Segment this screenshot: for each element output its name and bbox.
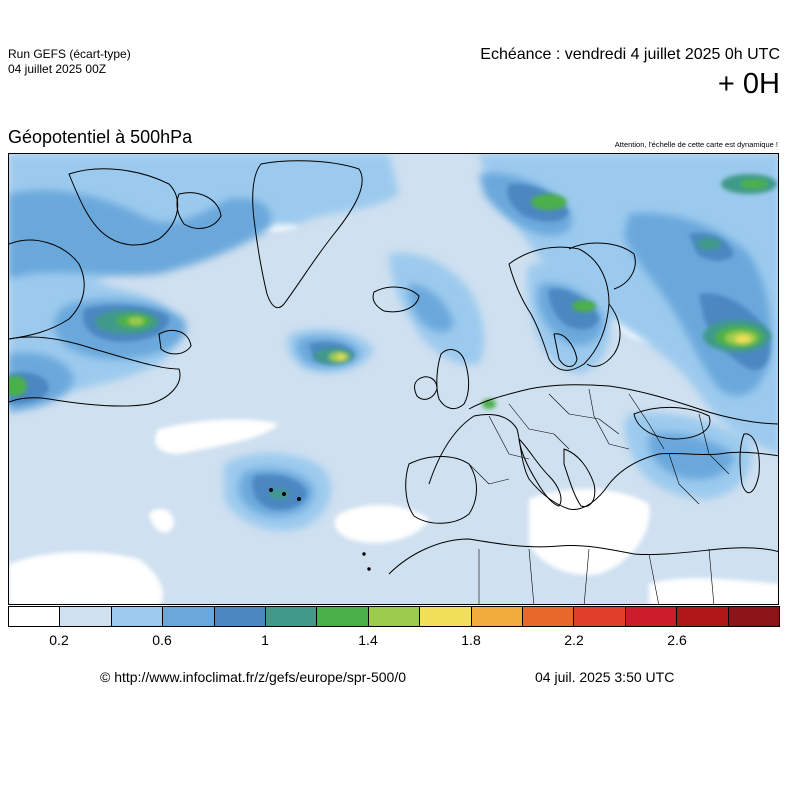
generation-timestamp: 04 juil. 2025 3:50 UTC — [535, 669, 675, 685]
color-scale-swatch — [523, 607, 575, 626]
run-title: Run GEFS (écart-type) — [8, 47, 131, 61]
color-scale-swatch — [471, 607, 524, 626]
map-title: Géopotentiel à 500hPa — [8, 127, 193, 147]
scale-tick-label: 1 — [261, 632, 269, 648]
source-link[interactable]: © http://www.infoclimat.fr/z/gefs/europe… — [100, 669, 407, 685]
map-frame — [8, 153, 779, 605]
color-scale-swatch — [574, 607, 626, 626]
color-scale-swatch — [60, 607, 112, 626]
color-scale-swatch — [266, 607, 318, 626]
color-scale-swatch — [677, 607, 729, 626]
color-scale-swatch — [111, 607, 164, 626]
color-scale-swatch — [317, 607, 369, 626]
dynamic-scale-note: Attention, l'échelle de cette carte est … — [614, 140, 778, 149]
run-date: 04 juillet 2025 00Z — [8, 62, 107, 76]
forecast-validity: Echéance : vendredi 4 juillet 2025 0h UT… — [480, 46, 780, 63]
color-scale-swatch — [9, 607, 61, 626]
scale-tick-label: 1.4 — [358, 632, 378, 648]
spread-map — [9, 154, 778, 604]
coastlines — [9, 160, 778, 604]
color-scale-bar — [8, 606, 780, 627]
scale-tick-label: 0.6 — [152, 632, 172, 648]
forecast-offset: + 0H — [717, 68, 780, 100]
color-scale-swatch — [163, 607, 215, 626]
scale-tick-label: 2.6 — [667, 632, 687, 648]
color-scale-swatch — [214, 607, 267, 626]
color-scale-swatch — [728, 607, 780, 626]
scale-tick-label: 0.2 — [49, 632, 69, 648]
color-scale-swatch — [420, 607, 472, 626]
scale-tick-label: 1.8 — [461, 632, 481, 648]
scale-tick-label: 2.2 — [564, 632, 584, 648]
color-scale-swatch — [368, 607, 421, 626]
color-scale-swatch — [625, 607, 678, 626]
spread-high-cores — [9, 174, 777, 499]
country-borders — [468, 388, 730, 604]
